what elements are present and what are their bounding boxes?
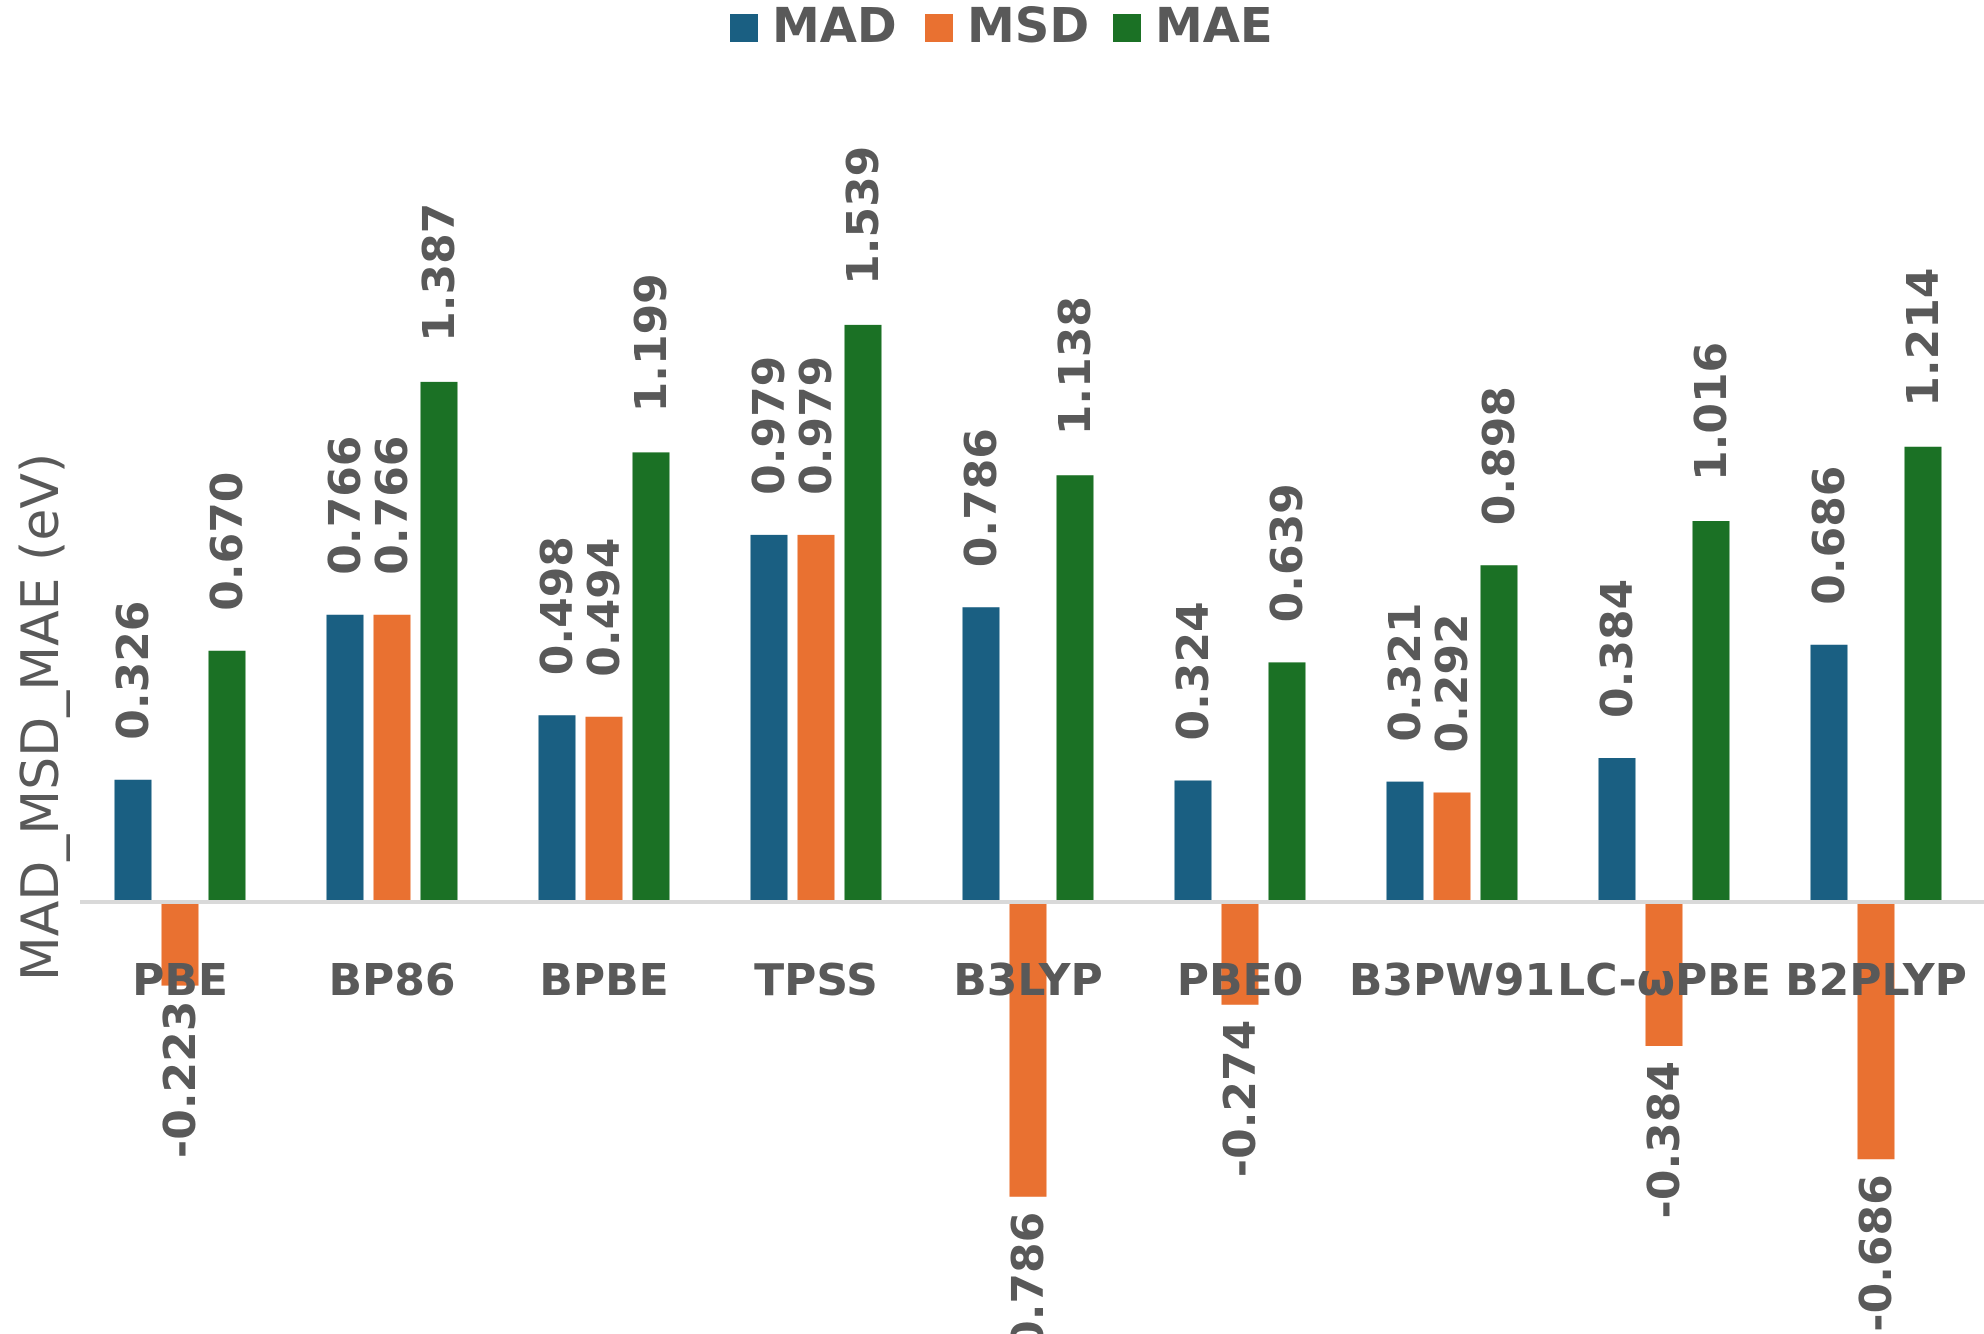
bar-msd-bpbe [585,716,623,902]
data-label-mae-b3lyp: 1.138 [1050,296,1101,435]
bar-msd-bp86 [373,614,411,902]
x-tick-label-b2plyp: B2PLYP [1785,955,1967,1006]
data-label-mad-b3lyp: 0.786 [956,428,1007,567]
data-label-msd-lc-pbe: -0.384 [1639,1061,1690,1218]
data-label-msd-bp86: 0.766 [367,436,418,575]
bar-mad-b2plyp [1810,644,1848,902]
x-tick-label-b3lyp: B3LYP [953,955,1102,1006]
bar-mae-b2plyp [1904,446,1942,902]
data-label-msd-bpbe: 0.494 [579,538,630,677]
x-tick-label-pbe: PBE [132,955,228,1006]
x-tick-label-lc-pbe: LC-ωPBE [1557,955,1771,1006]
bar-msd-b3lyp [1009,902,1047,1197]
x-tick-label-bpbe: BPBE [539,955,668,1006]
data-label-mad-b3pw91: 0.321 [1380,602,1431,741]
data-label-mad-lc-pbe: 0.384 [1592,579,1643,718]
data-label-mad-pbe: 0.326 [108,601,159,740]
bar-mad-bpbe [538,715,576,902]
data-label-msd-b3lyp: -0.786 [1003,1212,1054,1334]
bar-mad-bp86 [326,614,364,902]
data-label-msd-b2plyp: -0.686 [1851,1174,1902,1331]
bars-layer [114,324,1942,1197]
legend-label-msd: MSD [967,0,1089,54]
bar-mad-tpss [750,534,788,902]
x-tick-label-bp86: BP86 [328,955,455,1006]
data-label-msd-pbe: -0.223 [155,1001,206,1158]
data-label-mae-pbe0: 0.639 [1262,483,1313,622]
data-label-mae-bpbe: 1.199 [626,273,677,412]
legend-label-mae: MAE [1155,0,1273,54]
x-tick-label-pbe0: PBE0 [1177,955,1303,1006]
bar-mae-tpss [844,324,882,902]
data-label-mad-tpss: 0.979 [744,356,795,495]
bar-msd-b2plyp [1857,902,1895,1160]
data-label-mad-bp86: 0.766 [320,436,371,575]
x-tick-label-b3pw91: B3PW91 [1349,955,1555,1006]
bar-mae-bp86 [420,381,458,902]
data-label-msd-b3pw91: 0.292 [1427,613,1478,752]
data-label-mae-pbe: 0.670 [202,472,253,611]
x-tick-label-tpss: TPSS [754,955,878,1006]
bar-mae-b3lyp [1056,475,1094,902]
bar-mae-pbe [208,650,246,902]
bar-mad-b3pw91 [1386,781,1424,902]
data-label-mae-b3pw91: 0.898 [1474,386,1525,525]
data-label-mae-bp86: 1.387 [414,203,465,342]
bar-mae-b3pw91 [1480,565,1518,902]
legend-swatch-mae [1113,14,1141,42]
legend-swatch-mad [730,14,758,42]
bar-mad-lc-pbe [1598,758,1636,902]
legend-swatch-msd [925,14,953,42]
data-label-mad-pbe0: 0.324 [1168,601,1219,740]
legend: MAD MSD MAE [730,0,1273,54]
bar-msd-tpss [797,534,835,902]
bar-mad-pbe [114,779,152,902]
data-label-msd-pbe0: -0.274 [1215,1020,1266,1177]
bar-msd-b3pw91 [1433,792,1471,902]
data-label-msd-tpss: 0.979 [791,356,842,495]
bar-msd-pbe0 [1221,902,1259,1005]
data-label-mad-b2plyp: 0.686 [1804,466,1855,605]
x-tick-labels: PBE BP86 BPBE TPSS B3LYP PBE0 B3PW91 LC-ωPBE B2P… [132,955,1967,1006]
bar-mad-pbe0 [1174,780,1212,902]
bar-msd-lc-pbe [1645,902,1683,1046]
data-label-mae-lc-pbe: 1.016 [1686,342,1737,481]
bar-mae-bpbe [632,452,670,902]
data-label-mae-tpss: 1.539 [838,146,889,285]
bar-mad-b3lyp [962,607,1000,902]
bar-msd-pbe [161,902,199,986]
bar-mae-lc-pbe [1692,521,1730,902]
legend-label-mad: MAD [772,0,897,54]
data-label-mae-b2plyp: 1.214 [1898,268,1949,407]
y-axis-title: MAD_MSD_MAE (eV) [11,453,71,981]
data-label-mad-bpbe: 0.498 [532,536,583,675]
bar-mae-pbe0 [1268,662,1306,902]
